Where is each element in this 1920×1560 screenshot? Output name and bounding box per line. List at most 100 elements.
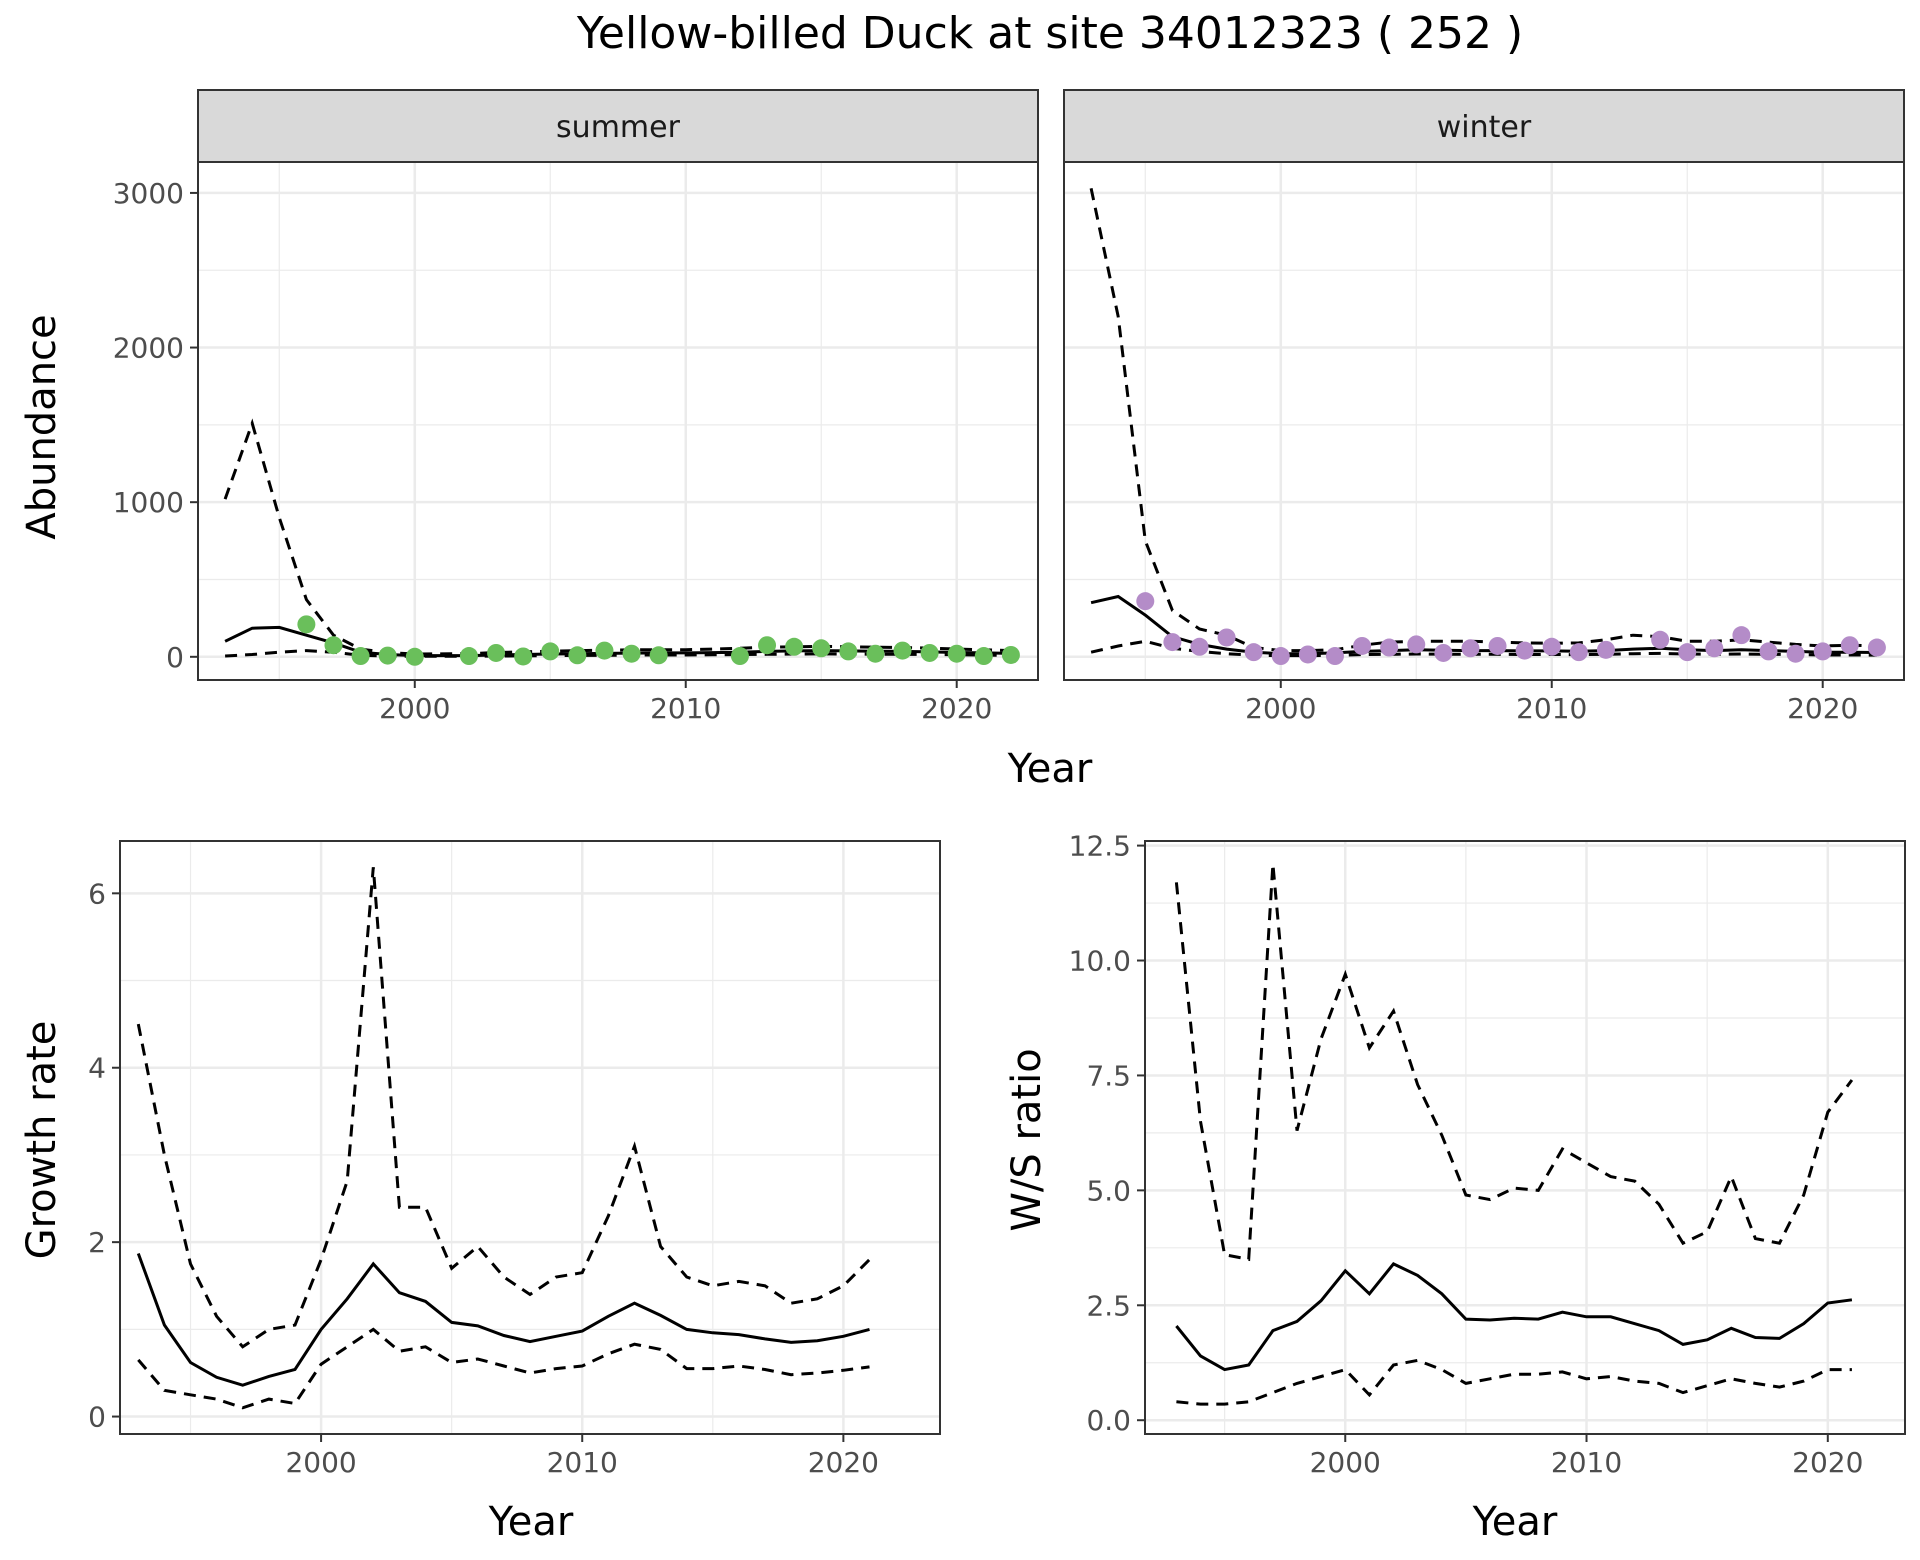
data-point-observed bbox=[568, 646, 587, 665]
y-tick-label: 12.5 bbox=[1069, 830, 1131, 863]
y-tick-label: 2 bbox=[88, 1226, 106, 1259]
data-point-observed bbox=[541, 642, 560, 661]
data-point-observed bbox=[839, 642, 858, 661]
panel-border bbox=[197, 161, 1039, 681]
data-point-observed bbox=[1759, 642, 1778, 661]
data-point-observed bbox=[1867, 638, 1886, 657]
data-point-observed bbox=[1461, 639, 1480, 658]
data-point-observed bbox=[1678, 643, 1697, 662]
data-point-observed bbox=[595, 641, 614, 660]
data-point-observed bbox=[324, 636, 343, 655]
data-point-observed bbox=[1001, 645, 1020, 664]
data-point-observed bbox=[1488, 636, 1507, 655]
data-point-observed bbox=[1163, 633, 1182, 652]
data-point-observed bbox=[893, 641, 912, 660]
data-point-observed bbox=[649, 646, 668, 665]
data-point-observed bbox=[514, 647, 533, 666]
x-tick-label: 2010 bbox=[1551, 1446, 1622, 1479]
data-point-observed bbox=[1705, 639, 1724, 658]
data-point-observed bbox=[758, 636, 777, 655]
data-point-observed bbox=[1325, 647, 1344, 666]
data-point-observed bbox=[1515, 641, 1534, 660]
series-line-lower bbox=[137, 1327, 870, 1410]
data-point-observed bbox=[1407, 635, 1426, 654]
data-point-observed bbox=[1651, 630, 1670, 649]
x-tick-label: 2010 bbox=[1516, 692, 1587, 725]
data-point-observed bbox=[1596, 640, 1615, 659]
figure-title: Yellow-billed Duck at site 34012323 ( 25… bbox=[576, 8, 1523, 59]
data-point-observed bbox=[1813, 642, 1832, 661]
data-point-observed bbox=[920, 643, 939, 662]
x-tick-label: 2000 bbox=[1245, 692, 1316, 725]
x-tick-label: 2020 bbox=[1792, 1446, 1863, 1479]
data-point-observed bbox=[622, 644, 641, 663]
data-point-observed bbox=[1786, 644, 1805, 663]
panel-abundance-winter: winter 2000 2010 2020 bbox=[1063, 89, 1905, 725]
data-point-observed bbox=[1217, 628, 1236, 647]
y-tick-label: 1000 bbox=[113, 486, 184, 519]
y-tick-label: 3000 bbox=[113, 177, 184, 210]
data-point-observed bbox=[866, 644, 885, 663]
data-point-observed bbox=[1353, 636, 1372, 655]
x-tick-label: 2010 bbox=[547, 1446, 618, 1479]
abundance-y-axis-title: Abundance bbox=[19, 314, 65, 539]
plot-background bbox=[1064, 162, 1904, 680]
data-point-observed bbox=[1840, 636, 1859, 655]
plot-background bbox=[120, 841, 940, 1434]
data-point-observed bbox=[812, 639, 831, 658]
panel-border bbox=[1063, 161, 1905, 681]
data-point-observed bbox=[1244, 643, 1263, 662]
y-tick-label: 5.0 bbox=[1086, 1174, 1131, 1207]
data-point-observed bbox=[297, 615, 316, 634]
panel-ws-ratio: 2000 2010 2020 0.0 2.5 5.0 7.5 10.0 12.5 bbox=[1069, 830, 1906, 1479]
abundance-x-axis-title: Year bbox=[1007, 746, 1093, 792]
ws-x-axis-title: Year bbox=[1472, 1499, 1558, 1545]
panel-abundance-summer: summer 2000 2010 2020 0 1000 2000 3000 bbox=[113, 89, 1039, 725]
y-tick-label: 6 bbox=[88, 877, 106, 910]
panel-growth-rate: 2000 2010 2020 0 2 4 6 bbox=[88, 840, 941, 1479]
growth-y-axis-title: Growth rate bbox=[19, 1021, 65, 1260]
series-line-estimate bbox=[1090, 594, 1877, 656]
y-tick-label: 7.5 bbox=[1086, 1059, 1131, 1092]
plot-background bbox=[198, 162, 1038, 680]
data-point-observed bbox=[487, 643, 506, 662]
x-tick-label: 2020 bbox=[1787, 692, 1858, 725]
y-tick-label: 4 bbox=[88, 1052, 106, 1085]
data-point-observed bbox=[1434, 643, 1453, 662]
x-tick-label: 2010 bbox=[650, 692, 721, 725]
x-tick-label: 2000 bbox=[285, 1446, 356, 1479]
data-point-observed bbox=[378, 646, 397, 665]
data-point-observed bbox=[459, 647, 478, 666]
x-tick-label: 2000 bbox=[1310, 1446, 1381, 1479]
y-tick-label: 0 bbox=[88, 1401, 106, 1434]
data-point-observed bbox=[1190, 637, 1209, 656]
data-point-observed bbox=[351, 647, 370, 666]
facet-label-summer: summer bbox=[556, 110, 681, 145]
facet-label-winter: winter bbox=[1437, 110, 1532, 145]
ws-y-axis-title: W/S ratio bbox=[1004, 1048, 1050, 1231]
data-point-observed bbox=[1542, 637, 1561, 656]
data-point-observed bbox=[1380, 638, 1399, 657]
data-point-observed bbox=[1271, 647, 1290, 666]
panel-border bbox=[1144, 840, 1906, 1435]
data-point-observed bbox=[1136, 592, 1155, 611]
y-tick-label: 10.0 bbox=[1069, 945, 1131, 978]
series-line-upper bbox=[136, 867, 871, 1349]
growth-x-axis-title: Year bbox=[488, 1499, 574, 1545]
facet-strip-winter bbox=[1063, 89, 1905, 163]
y-tick-label: 0 bbox=[166, 641, 184, 674]
data-point-observed bbox=[785, 637, 804, 656]
data-point-observed bbox=[730, 647, 749, 666]
y-tick-label: 2.5 bbox=[1086, 1289, 1131, 1322]
data-point-observed bbox=[1569, 643, 1588, 662]
series-line-estimate bbox=[1175, 1262, 1853, 1372]
x-tick-label: 2000 bbox=[379, 692, 450, 725]
data-point-observed bbox=[947, 644, 966, 663]
panel-border bbox=[119, 840, 941, 1435]
y-tick-label: 2000 bbox=[113, 332, 184, 365]
data-point-observed bbox=[974, 647, 993, 666]
plot-background bbox=[1145, 841, 1905, 1434]
series-line-estimate bbox=[136, 1252, 870, 1387]
facet-strip-summer bbox=[197, 89, 1039, 163]
